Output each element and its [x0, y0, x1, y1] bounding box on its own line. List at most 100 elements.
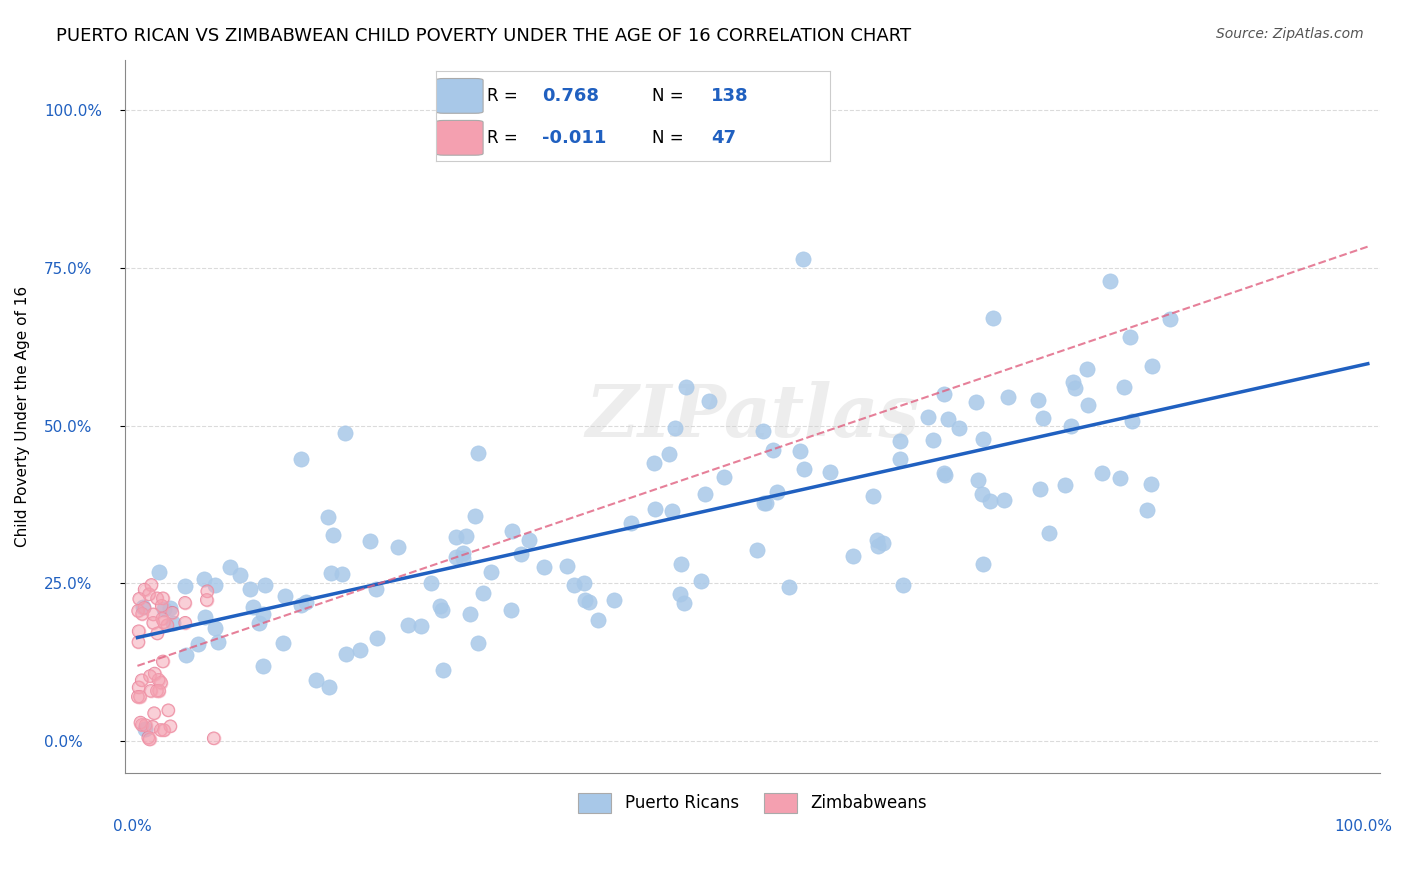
Point [157, 703, 180, 717]
Point [129, 715, 152, 730]
Point [142, 615, 165, 630]
Point [150, 599, 173, 613]
Point [387, 540, 409, 554]
Legend: Puerto Ricans, Zimbabweans: Puerto Ricans, Zimbabweans [569, 784, 935, 822]
Point [273, 636, 295, 650]
Point [789, 444, 811, 458]
Point [762, 442, 785, 457]
Point [842, 549, 865, 563]
Point [690, 574, 713, 589]
Point [922, 434, 945, 448]
Point [139, 669, 162, 683]
Point [889, 434, 911, 448]
Point [661, 504, 683, 518]
Point [193, 572, 215, 586]
Point [207, 635, 229, 649]
Point [444, 530, 467, 544]
Point [159, 600, 181, 615]
Text: PUERTO RICAN VS ZIMBABWEAN CHILD POVERTY UNDER THE AGE OF 16 CORRELATION CHART: PUERTO RICAN VS ZIMBABWEAN CHILD POVERTY… [56, 27, 911, 45]
Text: R =: R = [486, 129, 523, 147]
Point [1140, 359, 1163, 373]
Point [533, 560, 555, 574]
Text: N =: N = [652, 129, 689, 147]
Point [411, 619, 433, 633]
Point [153, 602, 176, 616]
Point [866, 539, 889, 553]
Point [138, 587, 160, 601]
Point [752, 496, 775, 510]
Point [152, 655, 174, 669]
Point [141, 720, 163, 734]
Point [148, 566, 170, 580]
Point [254, 578, 277, 592]
Point [562, 578, 585, 592]
Point [156, 618, 179, 632]
Point [148, 683, 170, 698]
Point [1076, 361, 1098, 376]
Point [152, 591, 174, 606]
Point [162, 606, 184, 620]
Point [1090, 466, 1112, 480]
Point [157, 703, 180, 717]
Point [131, 673, 153, 688]
Point [152, 591, 174, 606]
Point [1038, 526, 1060, 541]
Point [1159, 312, 1181, 326]
Point [467, 445, 489, 459]
Point [671, 557, 693, 571]
Point [153, 723, 176, 738]
Point [820, 465, 842, 479]
Text: 0.0%: 0.0% [112, 819, 152, 834]
Point [499, 602, 522, 616]
Point [138, 732, 160, 747]
Point [128, 591, 150, 606]
Point [316, 510, 339, 524]
Point [150, 612, 173, 626]
Point [195, 584, 218, 599]
Point [936, 412, 959, 426]
Point [578, 595, 600, 609]
Point [142, 607, 165, 622]
Point [195, 584, 218, 599]
FancyBboxPatch shape [436, 78, 484, 113]
Point [127, 604, 149, 618]
Point [252, 607, 274, 621]
Point [139, 684, 162, 698]
Point [934, 468, 956, 483]
Point [658, 447, 681, 461]
Point [135, 718, 157, 732]
Point [997, 390, 1019, 404]
Point [555, 559, 578, 574]
Point [444, 549, 467, 564]
Point [146, 591, 169, 606]
Point [162, 606, 184, 620]
Point [152, 655, 174, 669]
Point [146, 683, 169, 698]
Point [247, 615, 270, 630]
Point [751, 425, 773, 439]
Point [1032, 411, 1054, 425]
Point [917, 410, 939, 425]
Point [174, 596, 197, 610]
Point [146, 626, 169, 640]
Point [131, 607, 153, 621]
Point [127, 635, 149, 649]
Point [1119, 330, 1142, 344]
Point [472, 586, 495, 600]
Point [142, 615, 165, 630]
Point [866, 533, 889, 548]
Point [134, 600, 156, 615]
Point [174, 596, 197, 610]
Point [194, 610, 217, 624]
Point [127, 690, 149, 704]
Point [174, 648, 197, 662]
Point [290, 598, 312, 612]
Text: -0.011: -0.011 [543, 129, 606, 147]
Point [139, 669, 162, 683]
Point [134, 722, 156, 736]
Point [146, 626, 169, 640]
Point [174, 615, 197, 630]
Point [501, 524, 523, 538]
Point [142, 607, 165, 622]
Point [322, 528, 344, 542]
